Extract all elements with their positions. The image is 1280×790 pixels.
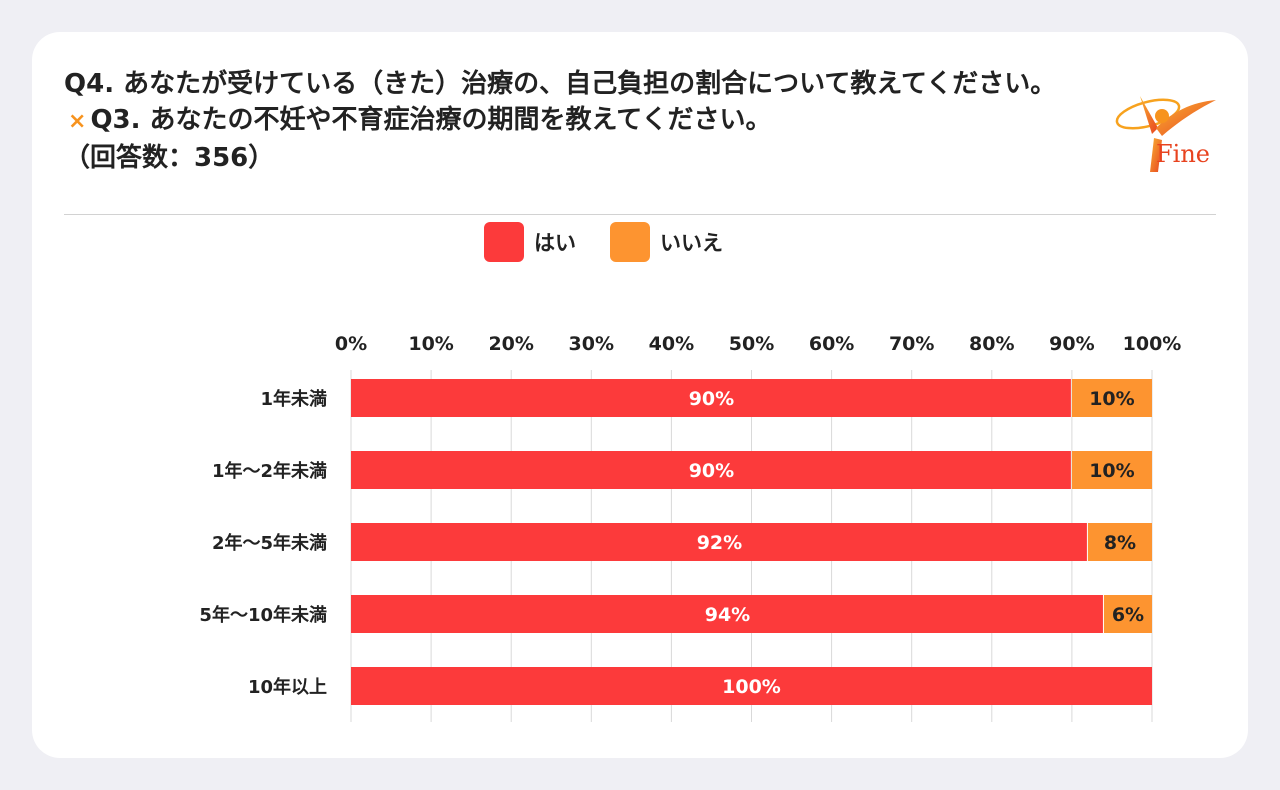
respondents-count: （回答数：356） (64, 143, 275, 173)
data-label: 6% (1112, 604, 1144, 626)
bar-segment (1087, 523, 1152, 561)
bar-segment (351, 595, 1103, 633)
legend-item-no: いいえ (610, 222, 723, 262)
x-tick-label: 70% (889, 333, 934, 355)
data-label: 10% (1089, 460, 1134, 482)
bar-segment (1071, 451, 1152, 489)
x-tick-label: 90% (1049, 333, 1094, 355)
bar-segment (1103, 595, 1152, 633)
legend-swatch-yes (484, 222, 524, 262)
data-label: 8% (1104, 532, 1136, 554)
category-label: 1年未満 (260, 388, 327, 410)
chart-title: Q4. あなたが受けている（きた）治療の、自己負担の割合について教えてください。… (64, 66, 1104, 176)
bar-segment (351, 379, 1071, 417)
data-label: 10% (1089, 388, 1134, 410)
x-tick-label: 20% (488, 333, 533, 355)
x-tick-label: 100% (1123, 333, 1182, 355)
bar-segment (351, 451, 1071, 489)
logo-text: Fine (1156, 140, 1210, 168)
category-label: 1年〜2年未満 (212, 460, 327, 482)
x-tick-label: 10% (408, 333, 453, 355)
fine-logo: Fine (1115, 96, 1216, 172)
category-label: 10年以上 (248, 676, 327, 698)
x-tick-label: 0% (335, 333, 367, 355)
data-label: 90% (689, 460, 734, 482)
times-mark: × (68, 109, 87, 134)
data-label: 100% (722, 676, 781, 698)
x-tick-label: 40% (649, 333, 694, 355)
data-label: 90% (689, 388, 734, 410)
data-label: 92% (697, 532, 742, 554)
x-tick-label: 30% (569, 333, 614, 355)
question-a: Q4. あなたが受けている（きた）治療の、自己負担の割合について教えてください。 (64, 69, 1057, 99)
data-label: 94% (705, 604, 750, 626)
question-b: Q3. あなたの不妊や不育症治療の期間を教えてください。 (90, 105, 772, 135)
category-label: 2年〜5年未満 (212, 532, 327, 554)
bar-segment (1071, 379, 1152, 417)
legend-label-yes: はい (534, 231, 576, 255)
x-tick-label: 60% (809, 333, 854, 355)
legend: はい いいえ (484, 222, 757, 262)
category-label: 5年〜10年未満 (199, 604, 327, 626)
x-tick-label: 50% (729, 333, 774, 355)
legend-item-yes: はい (484, 222, 576, 262)
bar-segment (351, 523, 1087, 561)
bar-segment (351, 667, 1152, 705)
title-divider (64, 214, 1216, 215)
x-tick-label: 80% (969, 333, 1014, 355)
legend-swatch-no (610, 222, 650, 262)
legend-label-no: いいえ (660, 231, 723, 255)
